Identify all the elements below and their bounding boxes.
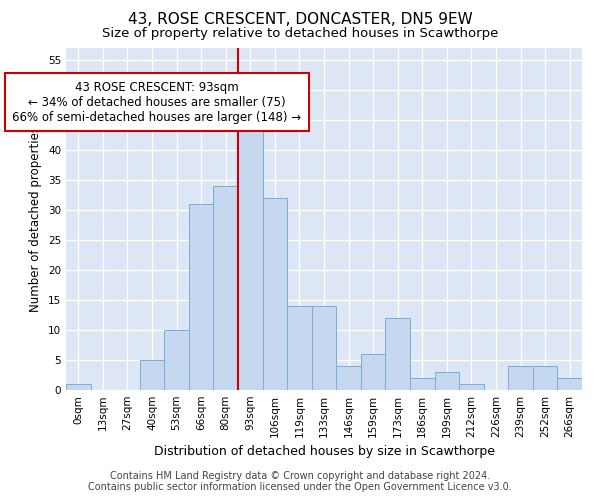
Y-axis label: Number of detached properties: Number of detached properties	[29, 126, 43, 312]
Bar	[189, 204, 214, 390]
Bar	[140, 360, 164, 390]
Bar	[459, 384, 484, 390]
Bar	[214, 186, 238, 390]
Bar	[263, 198, 287, 390]
Bar	[238, 120, 263, 390]
Bar	[287, 306, 312, 390]
Bar	[410, 378, 434, 390]
Bar	[385, 318, 410, 390]
Bar	[434, 372, 459, 390]
Bar	[66, 384, 91, 390]
Text: 43 ROSE CRESCENT: 93sqm
← 34% of detached houses are smaller (75)
66% of semi-de: 43 ROSE CRESCENT: 93sqm ← 34% of detache…	[13, 80, 301, 124]
X-axis label: Distribution of detached houses by size in Scawthorpe: Distribution of detached houses by size …	[154, 446, 494, 458]
Bar	[508, 366, 533, 390]
Bar	[533, 366, 557, 390]
Text: 43, ROSE CRESCENT, DONCASTER, DN5 9EW: 43, ROSE CRESCENT, DONCASTER, DN5 9EW	[128, 12, 472, 28]
Text: Contains HM Land Registry data © Crown copyright and database right 2024.
Contai: Contains HM Land Registry data © Crown c…	[88, 471, 512, 492]
Bar	[312, 306, 336, 390]
Text: Size of property relative to detached houses in Scawthorpe: Size of property relative to detached ho…	[102, 28, 498, 40]
Bar	[336, 366, 361, 390]
Bar	[361, 354, 385, 390]
Bar	[164, 330, 189, 390]
Bar	[557, 378, 582, 390]
